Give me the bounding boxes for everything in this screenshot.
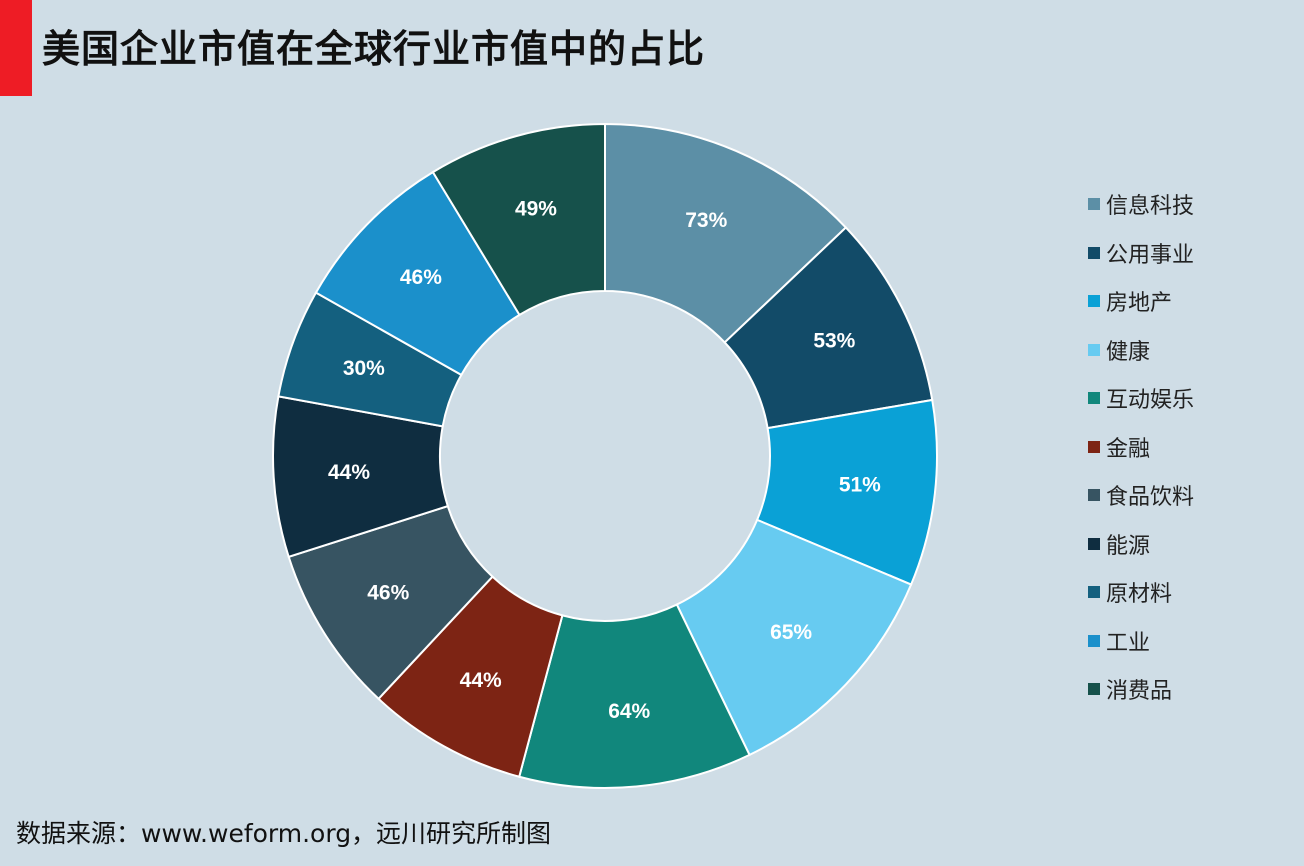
legend-item: 消费品 (1088, 665, 1194, 714)
legend-label: 公用事业 (1106, 242, 1195, 268)
legend-label: 食品饮料 (1106, 485, 1195, 511)
slice-data-label: 46% (400, 266, 442, 289)
donut-slice (431, 122, 606, 317)
legend-item: 互动娱乐 (1088, 374, 1194, 423)
legend-swatch (1088, 198, 1100, 211)
legend-item: 金融 (1088, 423, 1194, 472)
legend-label: 互动娱乐 (1106, 388, 1195, 414)
legend-swatch (1088, 683, 1100, 696)
legend-swatch (1088, 537, 1100, 550)
legend-label: 工业 (1106, 630, 1151, 656)
title-accent-bar (0, 0, 32, 96)
legend-label: 能源 (1106, 533, 1151, 559)
legend-item: 工业 (1088, 617, 1194, 666)
legend-item: 公用事业 (1088, 229, 1194, 278)
slice-data-label: 51% (839, 474, 881, 497)
legend-swatch (1088, 246, 1100, 259)
donut-slice (517, 603, 751, 789)
slice-data-label: 73% (685, 209, 727, 232)
legend-item: 食品饮料 (1088, 471, 1194, 520)
slice-data-label: 53% (813, 330, 855, 353)
slice-data-label: 44% (328, 461, 370, 484)
legend-label: 健康 (1106, 339, 1151, 365)
legend-label: 金融 (1106, 436, 1151, 462)
legend-swatch (1088, 586, 1100, 599)
source-note: 数据来源：www.weform.org，远川研究所制图 (16, 819, 552, 848)
legend-item: 原材料 (1088, 568, 1194, 617)
legend-swatch (1088, 295, 1100, 308)
donut-slice (604, 122, 848, 344)
legend-swatch (1088, 634, 1100, 647)
legend-swatch (1088, 392, 1100, 405)
legend-label: 消费品 (1106, 679, 1173, 705)
legend-swatch (1088, 489, 1100, 502)
slice-data-label: 49% (515, 197, 557, 220)
slice-data-label: 64% (608, 700, 650, 723)
page-title: 美国企业市值在全球行业市值中的占比 (42, 27, 706, 71)
legend-swatch (1088, 343, 1100, 356)
legend-item: 信息科技 (1088, 180, 1194, 229)
chart-legend: 信息科技公用事业房地产健康互动娱乐金融食品饮料能源原材料工业消费品 (1088, 180, 1194, 714)
legend-label: 信息科技 (1106, 194, 1195, 220)
legend-item: 能源 (1088, 520, 1194, 569)
slice-data-label: 44% (460, 669, 502, 692)
legend-item: 房地产 (1088, 277, 1194, 326)
legend-label: 房地产 (1106, 291, 1173, 317)
legend-swatch (1088, 440, 1100, 453)
legend-item: 健康 (1088, 326, 1194, 375)
slice-data-label: 65% (770, 621, 812, 644)
slice-data-label: 46% (367, 582, 409, 605)
slice-data-label: 30% (343, 357, 385, 380)
legend-label: 原材料 (1106, 582, 1173, 608)
